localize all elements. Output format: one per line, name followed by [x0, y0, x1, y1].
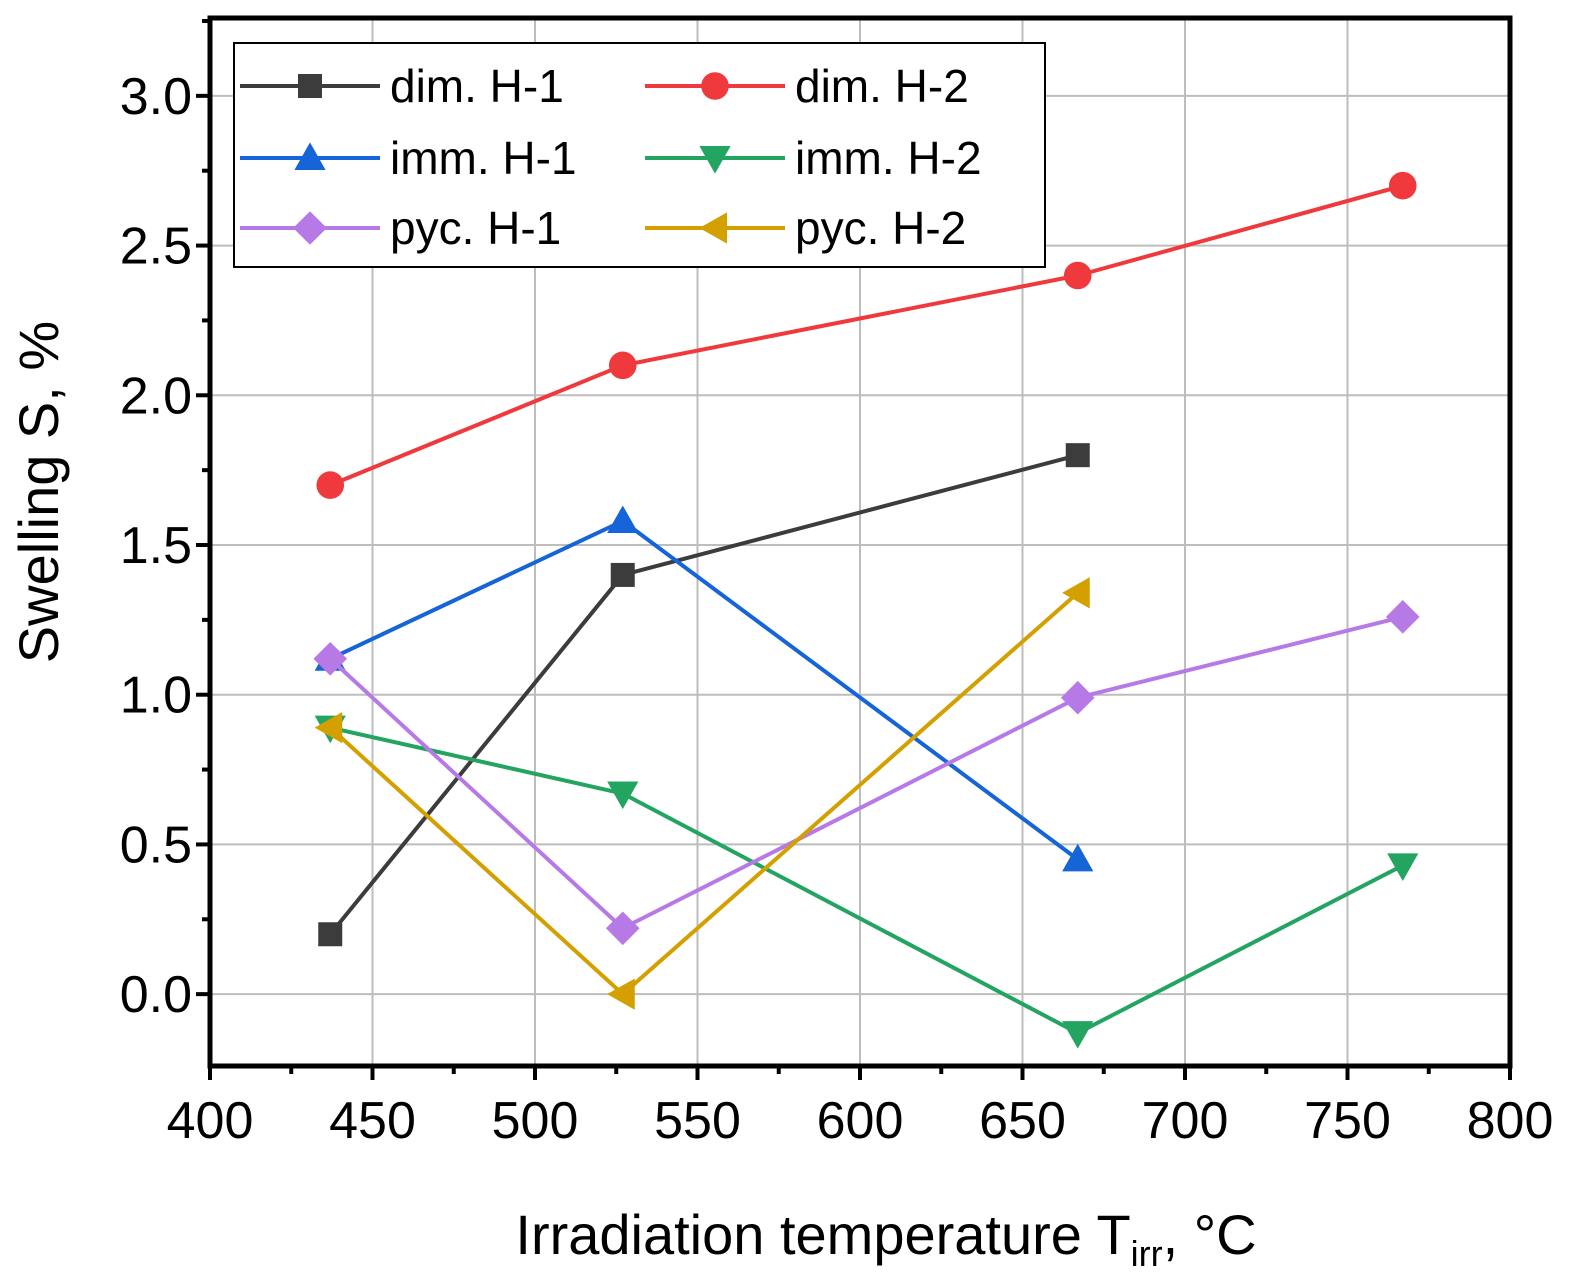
x-tick-label: 450 [329, 1092, 416, 1150]
y-tick-label: 3.0 [120, 68, 192, 126]
x-tick-label: 650 [979, 1092, 1066, 1150]
legend-item: imm. H-2 [645, 132, 982, 184]
y-tick-label: 2.0 [120, 367, 192, 425]
y-tick-label: 1.5 [120, 517, 192, 575]
x-tick-label: 550 [654, 1092, 741, 1150]
legend-label: pyc. H-2 [795, 202, 966, 254]
y-tick-label: 0.0 [120, 966, 192, 1024]
series-line [329, 183, 1404, 487]
data-point [610, 562, 635, 587]
data-point [313, 641, 348, 676]
legend-marker [293, 211, 327, 245]
series-line [328, 614, 1404, 931]
data-point [318, 922, 343, 947]
data-point [1062, 577, 1090, 609]
series-dim-h-2 [316, 171, 1417, 499]
legend-label: imm. H-1 [390, 132, 577, 184]
y-tick-label: 0.5 [120, 816, 192, 874]
x-axis-title-subscript: irr [1131, 1233, 1163, 1274]
legend-marker [699, 212, 727, 244]
y-tick-label: 2.5 [120, 218, 192, 276]
series-pyc-h-1 [313, 600, 1420, 946]
legend-item: imm. H-1 [240, 132, 577, 184]
x-tick-label: 500 [492, 1092, 579, 1150]
legend-item: pyc. H-1 [240, 202, 561, 254]
x-tick-label: 400 [167, 1092, 254, 1150]
legend-marker [294, 142, 326, 170]
x-axis-title: Irradiation temperature Tirr, °C [515, 1203, 1256, 1274]
data-point [1065, 443, 1090, 468]
x-tick-label: 600 [817, 1092, 904, 1150]
plot-series [313, 171, 1420, 1049]
data-point [608, 351, 637, 380]
legend-label: dim. H-2 [795, 60, 969, 112]
data-point [1388, 171, 1417, 200]
data-point [1062, 1021, 1094, 1049]
series-imm-h-1 [314, 505, 1094, 872]
x-axis-title-main: Irradiation temperature T [515, 1203, 1130, 1266]
data-point [316, 471, 345, 499]
legend-item: pyc. H-2 [645, 202, 966, 254]
legend-marker [298, 74, 322, 98]
y-tick-label: 1.0 [120, 667, 192, 725]
data-point [1062, 843, 1094, 872]
x-tick-label: 800 [1467, 1092, 1554, 1150]
legend-label: imm. H-2 [795, 132, 982, 184]
data-point [607, 978, 635, 1010]
axis-ticks: 400 450 500 550 600 650 700 750 800 0.0 0.5 1.0 1.5 2… [120, 18, 1554, 1150]
y-axis-title: Swelling S, % [7, 321, 70, 663]
data-point [607, 505, 639, 534]
legend-item: dim. H-2 [645, 60, 969, 112]
data-point [605, 911, 640, 946]
data-point [314, 712, 343, 744]
data-point [1063, 261, 1092, 290]
legend: dim. H-1 dim. H-2 imm. H-1 imm. H-2 pyc. H-1… [233, 42, 1046, 268]
data-point [1060, 680, 1095, 715]
legend-label: pyc. H-1 [390, 202, 561, 254]
series-line [329, 725, 1404, 1036]
data-point [1387, 853, 1419, 881]
legend-item: dim. H-1 [240, 60, 564, 112]
series-pyc-h-2 [314, 577, 1090, 1010]
legend-label: dim. H-1 [390, 60, 564, 112]
x-tick-label: 700 [1142, 1092, 1229, 1150]
x-tick-label: 750 [1304, 1092, 1391, 1150]
data-point [1385, 600, 1420, 634]
series-imm-h-2 [314, 715, 1419, 1049]
legend-marker [701, 72, 729, 100]
x-axis-title-unit: , °C [1163, 1203, 1257, 1266]
legend-marker [699, 146, 731, 174]
data-point [607, 781, 639, 810]
